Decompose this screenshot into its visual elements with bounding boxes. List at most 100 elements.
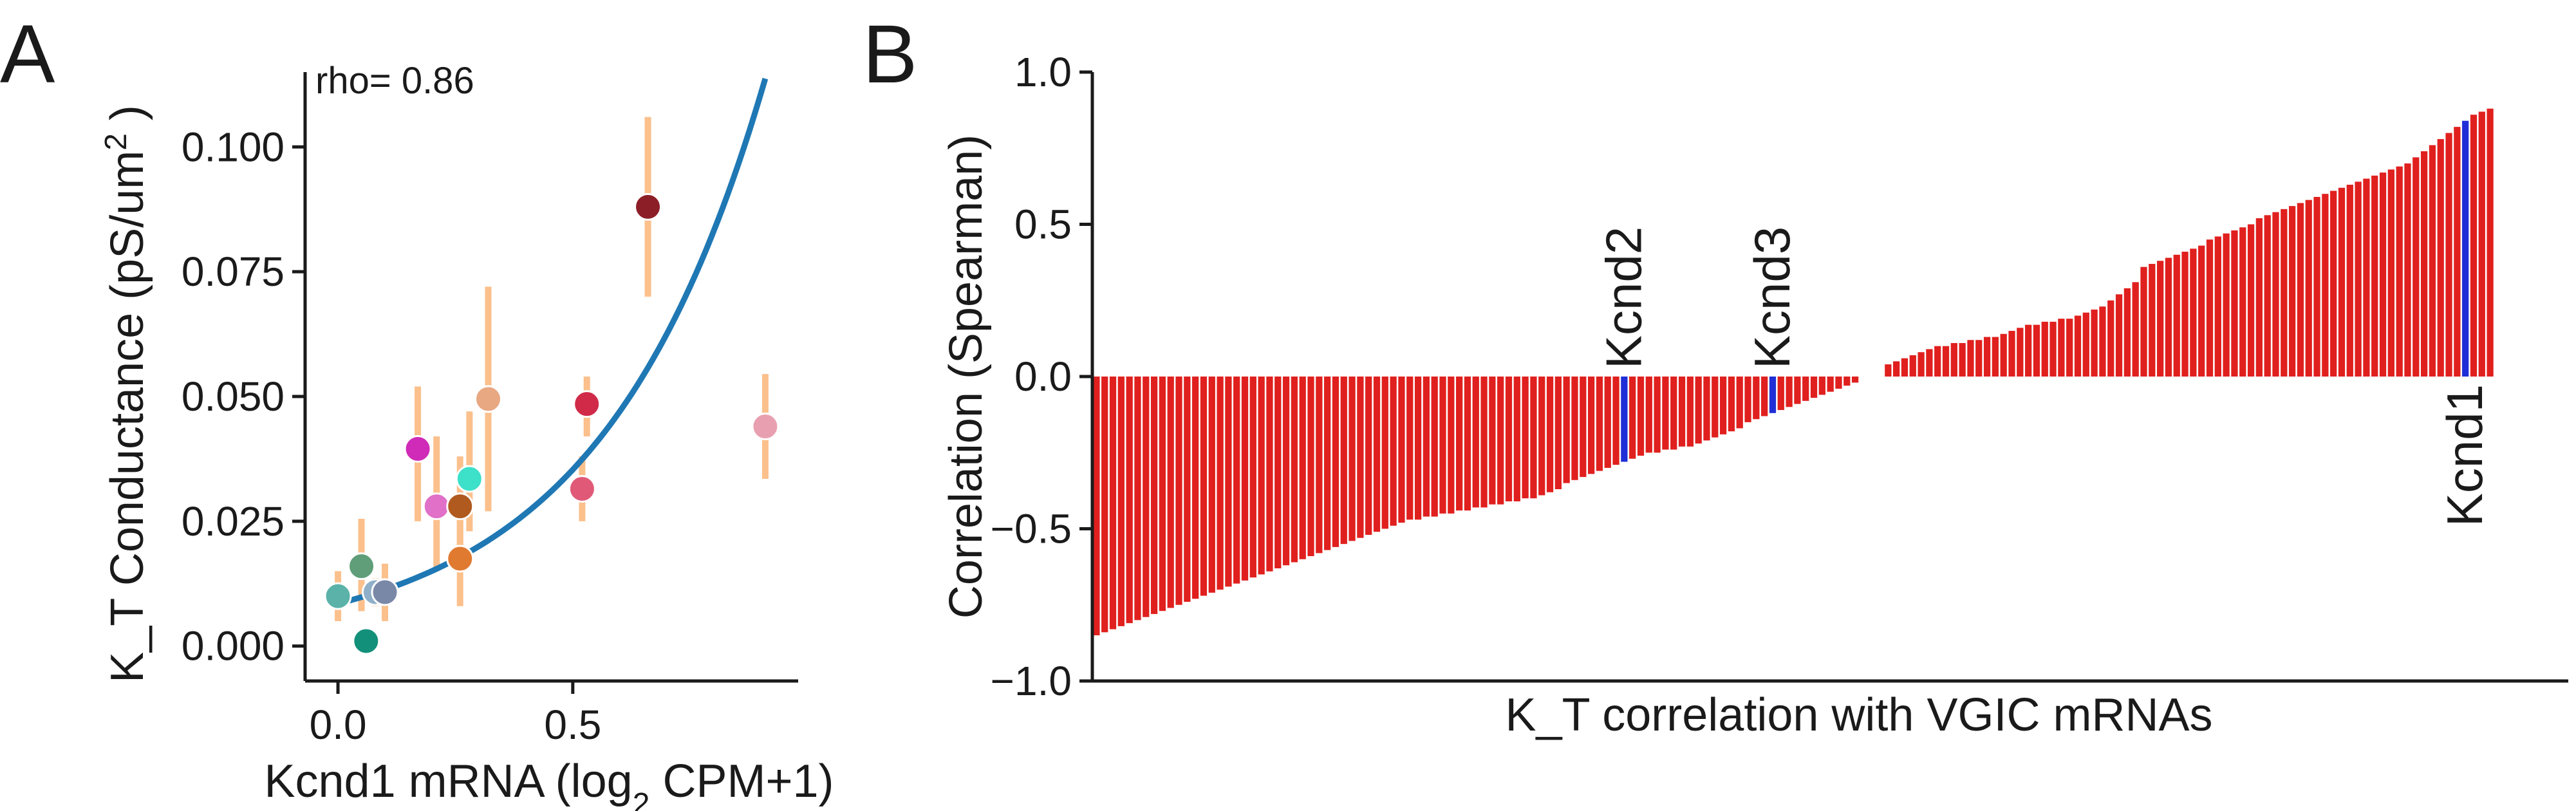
panel-a-axes xyxy=(303,72,798,683)
bar xyxy=(1505,377,1513,501)
bar xyxy=(2033,324,2040,377)
data-point xyxy=(573,390,601,418)
bar xyxy=(1217,377,1224,590)
panel-a-y-tick-label: 0.025 xyxy=(182,498,285,545)
data-point xyxy=(751,413,779,441)
panel-b: B −1.0 −0.5 0.0 0.5 1.0 Kcnd2 Kcnd3 Kcnd1 Corr… xyxy=(863,8,2568,741)
panel-a-errorbars xyxy=(335,117,769,644)
panel-a-y-tick-label: 0.050 xyxy=(182,373,285,420)
bar xyxy=(2264,215,2271,377)
bar xyxy=(1117,377,1125,626)
bar xyxy=(1942,346,1950,377)
bar xyxy=(2387,169,2394,377)
bar xyxy=(2413,157,2420,377)
bar xyxy=(2165,257,2172,377)
bar xyxy=(2123,288,2131,377)
panel-b-y-tick-label: 0.5 xyxy=(1014,201,1072,248)
bar xyxy=(2099,306,2106,377)
bar xyxy=(1349,377,1356,541)
panel-b-y-tick-label: −0.5 xyxy=(991,506,1072,552)
bar xyxy=(1423,377,1430,517)
bar xyxy=(2313,196,2320,377)
bar-highlight xyxy=(1621,377,1628,462)
bar xyxy=(1208,377,1215,593)
bar xyxy=(1390,377,1397,526)
panel-a-letter: A xyxy=(0,8,55,100)
bar xyxy=(2140,266,2147,377)
data-point xyxy=(455,465,483,493)
bar xyxy=(1538,377,1545,496)
bar xyxy=(1357,377,1364,538)
bar xyxy=(1109,377,1117,629)
panel-b-y-ticks: −1.0 −0.5 0.0 0.5 1.0 xyxy=(991,49,1092,704)
bar xyxy=(1522,377,1529,499)
bar xyxy=(1670,377,1677,450)
bar xyxy=(1241,377,1249,581)
bar xyxy=(2305,200,2312,377)
bar xyxy=(1258,377,1265,575)
bar xyxy=(1299,377,1306,559)
bar xyxy=(1827,377,1834,392)
bar xyxy=(1093,377,1100,636)
bar xyxy=(1662,377,1669,450)
bar xyxy=(1744,377,1751,422)
bar xyxy=(2066,319,2073,377)
panel-a-y-label-tail: ) xyxy=(102,105,153,133)
bar xyxy=(2420,151,2428,377)
gene-label-kcnd3: Kcnd3 xyxy=(1744,227,1800,369)
bar xyxy=(1810,377,1818,398)
bar xyxy=(2049,321,2057,377)
bar xyxy=(1580,377,1587,478)
bar xyxy=(1901,358,1909,377)
bar xyxy=(2330,191,2337,377)
bar-highlight xyxy=(2462,120,2469,377)
panel-b-x-label: K_T correlation with VGIC mRNAs xyxy=(1506,689,2213,741)
bar xyxy=(2288,206,2296,377)
bar xyxy=(1893,361,1900,377)
bar xyxy=(1571,377,1578,480)
bar xyxy=(2206,239,2214,377)
bar xyxy=(2322,194,2329,377)
gene-label-kcnd1: Kcnd1 xyxy=(2436,384,2493,527)
bar xyxy=(1266,377,1273,572)
panel-a-x-label: Kcnd1 mRNA (log2 CPM+1) xyxy=(264,756,834,811)
bar xyxy=(2107,300,2114,377)
panel-a-x-ticks: 0.0 0.5 xyxy=(310,681,601,748)
bar xyxy=(1596,377,1603,471)
data-point xyxy=(474,385,503,413)
bar xyxy=(1316,377,1323,554)
bar xyxy=(1934,346,1941,377)
bar xyxy=(1686,377,1694,447)
bar xyxy=(2454,127,2461,377)
bar xyxy=(1431,377,1438,517)
bar xyxy=(1143,377,1150,617)
bar xyxy=(1587,377,1595,474)
bar xyxy=(1950,342,1957,377)
panel-a-y-label: K_T Conductance (pS/um2 ) xyxy=(99,105,154,683)
bar xyxy=(2181,252,2189,377)
panel-b-y-tick-label: 0.0 xyxy=(1014,353,1072,400)
bar xyxy=(1167,377,1174,608)
bar xyxy=(1959,342,1966,377)
panel-b-letter: B xyxy=(863,8,917,100)
bar xyxy=(1712,377,1719,438)
bar xyxy=(1497,377,1504,505)
bar xyxy=(1365,377,1372,535)
bar xyxy=(1249,377,1256,578)
panel-a-x-label-main: Kcnd1 mRNA (log xyxy=(264,756,632,807)
bar xyxy=(1406,377,1414,520)
panel-a-y-label-main: K_T Conductance (pS/um xyxy=(102,151,153,683)
bar xyxy=(1456,377,1463,511)
fit-curve xyxy=(337,77,769,607)
panel-a-y-ticks: 0.000 0.025 0.050 0.075 0.100 xyxy=(182,124,305,669)
bar xyxy=(2074,315,2082,377)
panel-b-gene-labels: Kcnd2 Kcnd3 Kcnd1 xyxy=(1595,227,2493,527)
bar xyxy=(1448,377,1455,514)
panel-a-x-label-sub: 2 xyxy=(633,787,650,811)
bar xyxy=(2041,321,2048,377)
bar xyxy=(2355,182,2362,377)
bar xyxy=(1381,377,1388,529)
panel-a-y-tick-label: 0.100 xyxy=(182,124,285,170)
bar xyxy=(1101,377,1108,633)
